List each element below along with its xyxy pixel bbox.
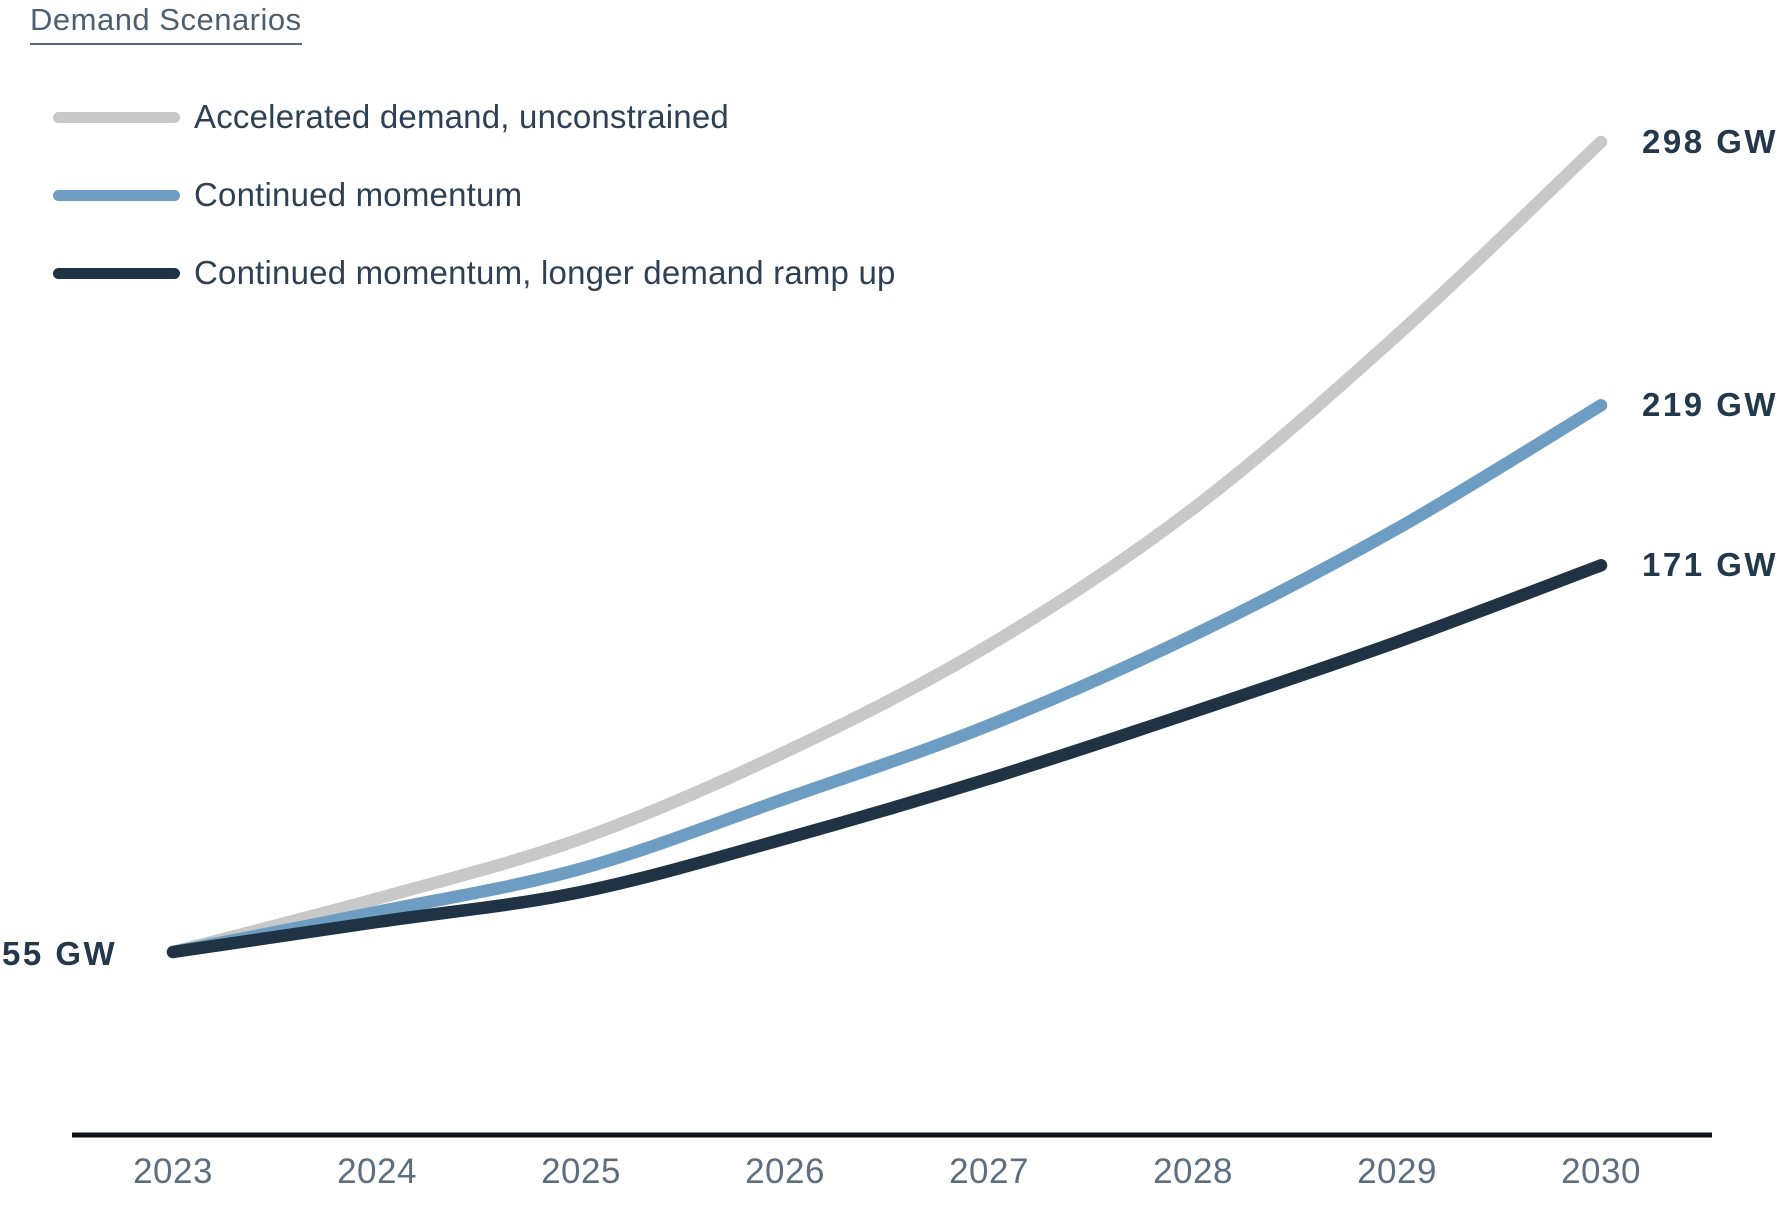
x-axis-tick-label-2024: 2024 — [337, 1152, 417, 1191]
series-line-1 — [166, 399, 1608, 959]
series-line-0 — [166, 135, 1608, 959]
legend-label-2: Continued momentum, longer demand ramp u… — [194, 254, 896, 291]
legend-item-1: Continued momentum — [53, 156, 896, 234]
legend-swatch-2 — [53, 267, 180, 279]
legend-item-0: Accelerated demand, unconstrained — [53, 78, 896, 156]
series-line-2 — [166, 559, 1608, 959]
series-end-label-2: 171 GW — [1642, 546, 1779, 584]
legend-label-1: Continued momentum — [194, 176, 523, 213]
start-value-label: 55 GW — [2, 935, 118, 972]
x-axis-tick-label-2028: 2028 — [1153, 1152, 1233, 1191]
x-axis-tick-label-2026: 2026 — [745, 1152, 825, 1191]
legend-item-2: Continued momentum, longer demand ramp u… — [53, 234, 896, 312]
chart-title: Demand Scenarios — [30, 2, 302, 45]
legend-swatch-0 — [53, 111, 180, 123]
x-axis-tick-label-2030: 2030 — [1561, 1152, 1641, 1191]
x-axis-tick-label-2027: 2027 — [949, 1152, 1029, 1191]
x-axis-tick-label-2029: 2029 — [1357, 1152, 1437, 1191]
x-axis-tick-label-2025: 2025 — [541, 1152, 621, 1191]
legend-swatch-1 — [53, 189, 180, 201]
series-end-label-1: 219 GW — [1642, 386, 1779, 424]
x-axis-tick-label-2023: 2023 — [133, 1152, 213, 1191]
legend-label-0: Accelerated demand, unconstrained — [194, 98, 729, 135]
chart-legend: Accelerated demand, unconstrained Continu… — [53, 78, 896, 312]
series-end-label-0: 298 GW — [1642, 123, 1779, 160]
